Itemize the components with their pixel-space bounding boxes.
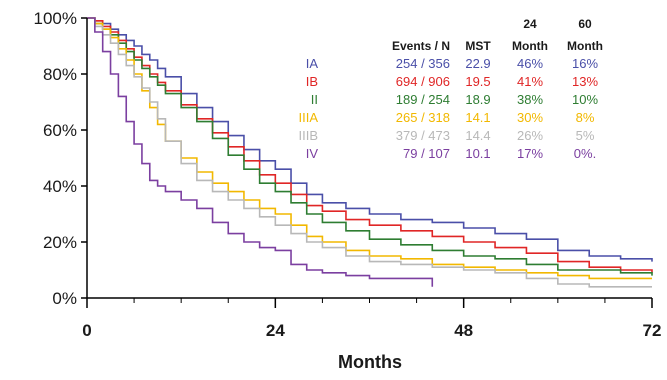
table-cell-m60: 13%	[572, 74, 598, 89]
y-tick-label: 100%	[34, 9, 77, 28]
table-cell-events: 79 / 107	[403, 146, 450, 161]
x-axis-ticks: 0 24 48 72	[82, 298, 661, 340]
y-tick-label: 80%	[43, 65, 77, 84]
y-axis-ticks: 0% 20% 40% 60% 80% 100%	[34, 9, 87, 308]
table-cell-stage: IIIB	[298, 128, 318, 143]
survival-curve-ii	[87, 17, 653, 276]
table-cell-mst: 19.5	[465, 74, 490, 89]
survival-curves	[87, 17, 653, 288]
x-tick-label: 0	[82, 321, 91, 340]
header-60-bottom: Month	[567, 39, 603, 53]
table-cell-events: 379 / 473	[396, 128, 450, 143]
table-rows: IA 254 / 356 22.9 46% 16% IB 694 / 906 19.5 41% 1…	[298, 56, 598, 161]
y-tick-label: 0%	[52, 289, 77, 308]
table-cell-mst: 14.4	[465, 128, 490, 143]
header-mst: MST	[465, 39, 491, 53]
survival-curve-iiib	[87, 17, 652, 288]
table-cell-m24: 17%	[517, 146, 543, 161]
table-cell-events: 694 / 906	[396, 74, 450, 89]
table-cell-mst: 10.1	[465, 146, 490, 161]
stats-table: Events / N MST 24 Month 60 Month IA 254 /…	[298, 17, 603, 161]
table-cell-stage: II	[311, 92, 318, 107]
y-tick-label: 20%	[43, 233, 77, 252]
table-cell-stage: IA	[306, 56, 319, 71]
x-axis-label: Months	[338, 352, 402, 372]
header-60-top: 60	[578, 17, 592, 31]
table-cell-events: 265 / 318	[396, 110, 450, 125]
x-tick-label: 24	[266, 321, 285, 340]
table-cell-mst: 18.9	[465, 92, 490, 107]
table-cell-mst: 14.1	[465, 110, 490, 125]
survival-curve-iv	[87, 17, 434, 287]
y-tick-label: 60%	[43, 121, 77, 140]
header-24-top: 24	[523, 17, 537, 31]
table-cell-stage: IIIA	[298, 110, 318, 125]
y-tick-label: 40%	[43, 177, 77, 196]
table-cell-m24: 46%	[517, 56, 543, 71]
table-cell-m60: 8%	[576, 110, 595, 125]
header-events: Events / N	[392, 39, 450, 53]
x-tick-label: 48	[454, 321, 473, 340]
plot-area: 0% 20% 40% 60% 80% 100% 0 24 48 72	[34, 9, 662, 340]
table-cell-stage: IV	[306, 146, 319, 161]
header-24-bottom: Month	[512, 39, 548, 53]
table-cell-m60: 5%	[576, 128, 595, 143]
survival-curve-ia	[87, 17, 653, 262]
table-cell-events: 254 / 356	[396, 56, 450, 71]
table-cell-events: 189 / 254	[396, 92, 450, 107]
table-cell-mst: 22.9	[465, 56, 490, 71]
table-cell-m24: 30%	[517, 110, 543, 125]
table-cell-m60: 16%	[572, 56, 598, 71]
table-cell-m60: 0%.	[574, 146, 596, 161]
table-cell-m60: 10%	[572, 92, 598, 107]
table-cell-m24: 26%	[517, 128, 543, 143]
x-tick-label: 72	[643, 321, 662, 340]
table-cell-m24: 41%	[517, 74, 543, 89]
survival-curve-ib	[87, 17, 653, 273]
table-cell-stage: IB	[306, 74, 318, 89]
table-cell-m24: 38%	[517, 92, 543, 107]
